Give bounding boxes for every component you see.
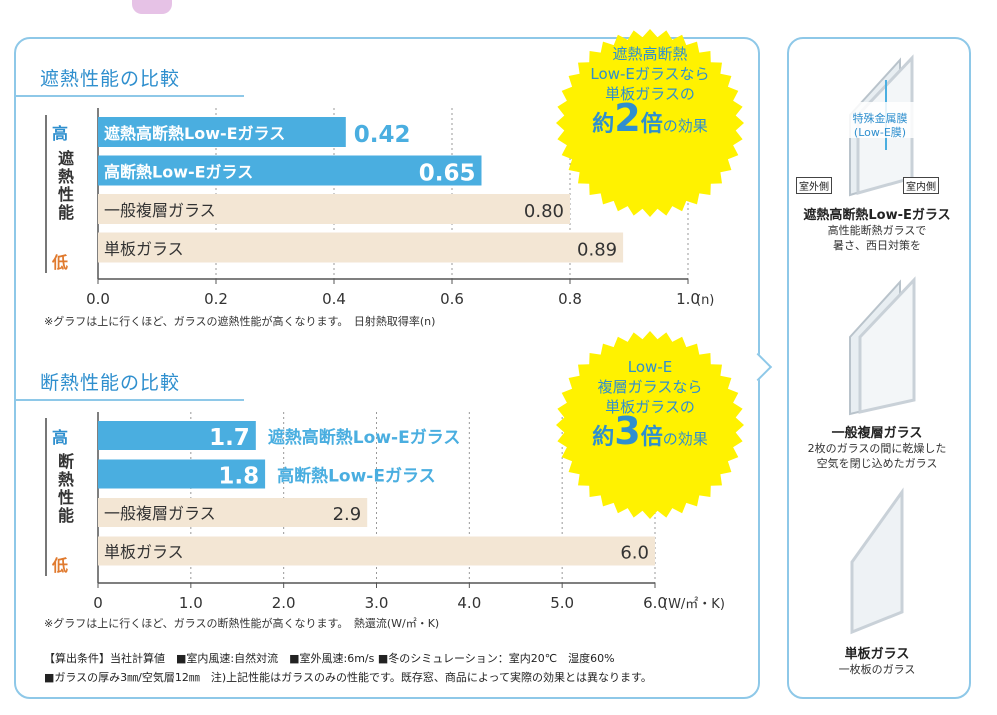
- bar: [98, 194, 570, 224]
- bar-value-label: 0.80: [524, 201, 564, 222]
- badge-tail: の効果: [662, 117, 708, 135]
- x-tick-label: 0.2: [204, 290, 228, 308]
- axis-low-label: 低: [52, 556, 69, 575]
- chart-note: ※グラフは上に行くほど、ガラスの遮熱性能が高くなります。 日射熱取得率(n): [44, 315, 436, 328]
- badge-line: 単板ガラスの: [605, 398, 695, 416]
- axis-name-label: 断熱性能: [55, 453, 74, 525]
- x-tick-label: 6.0: [643, 594, 667, 612]
- badge-tail: の効果: [662, 430, 708, 448]
- x-tick-label: 0: [93, 594, 103, 612]
- glass-caption-single: 単板ガラス 一枚板のガラス: [787, 647, 967, 677]
- x-tick-label: 0.6: [440, 290, 464, 308]
- axis-low-label: 低: [52, 253, 69, 272]
- footnote-line-1: 【算出条件】当社計算値 ■室内風速:自然対流 ■室外風速:6m/s ■冬のシミュ…: [44, 652, 615, 665]
- section-title-insulation: 断熱性能の比較: [40, 372, 181, 394]
- glass-name: 単板ガラス: [844, 647, 910, 662]
- bar-value-label: 0.42: [354, 122, 411, 148]
- bar-category-label: 高断熱Low-Eガラス: [277, 466, 436, 487]
- x-tick-label: 2.0: [272, 594, 296, 612]
- decorative-shape: [132, 0, 172, 14]
- bar: [98, 155, 482, 186]
- chart-insulation: 0 1.0 2.0 3.0 4.0 5.0 6.0(W/㎡・K)遮熱高断熱Low-Eガラス1…: [93, 412, 725, 612]
- chart-shading: 0.0 0.2 0.4 0.6 0.8 1.0(n) 遮熱高断熱Low-Eガラス 0.42 高断…: [86, 108, 714, 308]
- glass-caption-double: 一般複層ガラス 2枚のガラスの間に乾燥した 空気を閉じ込めたガラス: [787, 426, 967, 471]
- bar-value-label: 1.8: [218, 464, 259, 490]
- title-rule: [14, 399, 244, 401]
- glass-name: 遮熱高断熱Low-Eガラス: [803, 208, 951, 223]
- badge-suffix: 倍: [640, 112, 663, 137]
- bar-category-label: 一般複層ガラス: [104, 504, 216, 523]
- x-tick-label: 0.8: [558, 290, 582, 308]
- x-tick-label: 3.0: [365, 594, 389, 612]
- glass-desc: 2枚のガラスの間に乾燥した: [807, 442, 947, 455]
- double-glass-illustration: [849, 276, 916, 416]
- bar-category-label: 遮熱高断熱Low-Eガラス: [268, 427, 461, 448]
- outdoor-side-tag: 室外側: [796, 177, 832, 194]
- bar-category-label: 高断熱Low-Eガラス: [104, 163, 253, 182]
- title-rule: [14, 95, 244, 97]
- single-glass-illustration: [850, 487, 904, 635]
- bar-value-label: 1.7: [209, 425, 250, 451]
- glass-name: 一般複層ガラス: [831, 426, 923, 441]
- x-tick-label: 5.0: [550, 594, 574, 612]
- lowe-glass-illustration: [845, 54, 920, 197]
- bar: [98, 232, 624, 263]
- glass-desc: 一枚板のガラス: [838, 663, 916, 676]
- bar-category-label: 単板ガラス: [104, 543, 184, 562]
- section-title-shading: 遮熱性能の比較: [40, 68, 181, 90]
- badge-prefix: 約: [592, 425, 615, 450]
- x-tick-label: 0.0: [86, 290, 110, 308]
- bar-category-label: 一般複層ガラス: [104, 201, 216, 220]
- axis-name-label: 遮熱性能: [55, 150, 74, 222]
- bar: [98, 536, 655, 566]
- badge-burst-1: [556, 29, 744, 217]
- badge-line: Low-E: [627, 358, 673, 376]
- bar-category-label: 単板ガラス: [104, 240, 184, 259]
- badge-number: 3: [614, 409, 641, 453]
- bar-value-label: 2.9: [333, 504, 362, 525]
- x-tick-label: 0.4: [322, 290, 346, 308]
- axis-high-label: 高: [52, 428, 69, 447]
- glass-desc: 暑さ、西日対策を: [833, 239, 921, 252]
- x-tick-label: 4.0: [457, 594, 481, 612]
- badge-line: Low-Eガラスなら: [590, 65, 710, 83]
- glass-caption-lowe: 遮熱高断熱Low-Eガラス 高性能断熱ガラスで 暑さ、西日対策を: [787, 208, 967, 253]
- bar: [98, 459, 266, 489]
- axis-high-label: 高: [52, 124, 69, 143]
- badge-prefix: 約: [592, 112, 615, 137]
- bar-value-label: 0.89: [577, 240, 617, 261]
- bar-category-label: 遮熱高断熱Low-Eガラス: [104, 124, 285, 143]
- footnote-line-2: ■ガラスの厚み3㎜/空気層12㎜ 注)上記性能はガラスのみの性能です。既存窓、商…: [44, 671, 652, 684]
- glass-desc: 空気を閉じ込めたガラス: [816, 457, 938, 470]
- badge-number: 2: [614, 96, 641, 140]
- indoor-side-tag: 室内側: [903, 177, 939, 194]
- bar: [98, 117, 346, 147]
- x-unit-label: (W/㎡・K): [663, 597, 725, 612]
- bar-value-label: 0.65: [419, 161, 476, 187]
- x-unit-label: (n): [696, 293, 714, 308]
- badge-line: 遮熱高断熱: [612, 45, 688, 63]
- badge-suffix: 倍: [640, 425, 663, 450]
- glass-desc: 高性能断熱ガラスで: [827, 224, 927, 237]
- badge-burst-2: [556, 331, 744, 519]
- x-tick-label: 1.0: [676, 290, 700, 308]
- x-tick-label: 1.0: [179, 594, 203, 612]
- bar-value-label: 6.0: [620, 543, 649, 564]
- badge-line: 複層ガラスなら: [597, 378, 703, 396]
- axis-arrow: [45, 115, 47, 273]
- axis-arrow: [45, 418, 47, 576]
- badge-2: Low-E 複層ガラスなら 単板ガラスの 約3倍の効果: [560, 357, 740, 450]
- badge-line: 単板ガラスの: [605, 85, 695, 103]
- lowe-film-label: 特殊金属膜 (Low-E膜): [852, 112, 908, 139]
- badge-1: 遮熱高断熱 Low-Eガラスなら 単板ガラスの 約2倍の効果: [560, 44, 740, 137]
- bar: [98, 421, 256, 450]
- chart-note: ※グラフは上に行くほど、ガラスの断熱性能が高くなります。 熱還流(W/㎡・K): [44, 617, 440, 630]
- bar: [98, 498, 368, 527]
